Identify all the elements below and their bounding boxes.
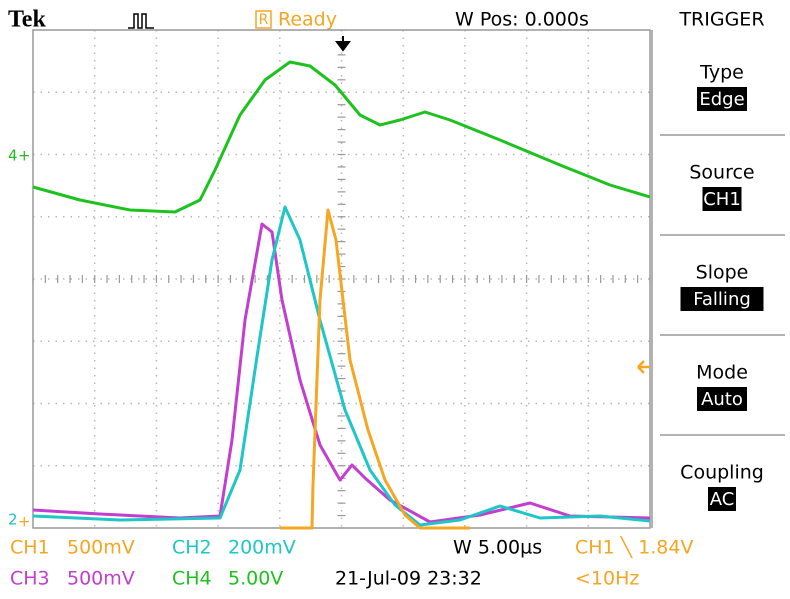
menu-value-box <box>680 287 764 311</box>
menu-value: Edge <box>699 89 744 110</box>
status-item: 500mV <box>67 568 135 590</box>
status-item: CH1 <box>10 537 50 559</box>
ch1-trace <box>280 208 470 530</box>
menu-value: AC <box>710 489 735 510</box>
graticule-border <box>32 29 651 529</box>
status: Ready <box>278 9 337 31</box>
menu-value-box <box>702 187 742 211</box>
ch-arrow: + <box>18 513 31 531</box>
menu-value-box <box>697 387 747 411</box>
horizontal-position: W Pos: 0.000s <box>455 9 589 31</box>
trigger-level <box>637 360 650 374</box>
menu-label: Slope <box>696 262 749 284</box>
ch4-arrow: + <box>18 147 31 165</box>
menu-value: Auto <box>701 389 743 410</box>
status-flag: R <box>259 12 269 28</box>
ch4-trace <box>32 60 651 214</box>
menu-label: Source <box>689 162 754 184</box>
status-item: CH2 <box>172 537 212 559</box>
status-item: CH3 <box>10 568 50 590</box>
ch2-trace <box>32 205 651 527</box>
status-item: 500mV <box>67 537 135 559</box>
menu-value: CH1 <box>703 189 741 210</box>
status-box <box>255 10 272 29</box>
ch4-marker: 4 <box>8 147 18 165</box>
trigger-menu: Type Edge Source CH1 Slope Falling Mode Auto Cou… <box>651 30 785 528</box>
status-item: W 5.00µs <box>453 537 542 559</box>
trigger-position <box>335 36 351 52</box>
status-item: CH1 ╲ 1.84V <box>575 536 693 559</box>
menu-value-box <box>697 87 747 111</box>
menu-label: Mode <box>696 362 748 384</box>
ch2-marker: 2 <box>8 511 18 529</box>
menu-label: Type <box>699 62 744 84</box>
menu-value-box <box>708 487 736 511</box>
brand: Tek <box>8 7 46 33</box>
status-item: 5.00V <box>228 568 283 590</box>
acquire-icon <box>128 13 154 29</box>
status-bar: CH1 500mV CH2 200mV W 5.00µs CH1 ╲ 1.84V CH3 50… <box>10 536 693 590</box>
status-item: 21-Jul-09 23:32 <box>335 568 482 590</box>
status-item: <10Hz <box>575 568 639 590</box>
status-item: CH4 <box>172 568 212 590</box>
status-item: 200mV <box>228 537 296 559</box>
menu-value: Falling <box>693 289 751 310</box>
menu-label: Coupling <box>680 462 764 484</box>
menu-title: TRIGGER <box>678 9 764 31</box>
